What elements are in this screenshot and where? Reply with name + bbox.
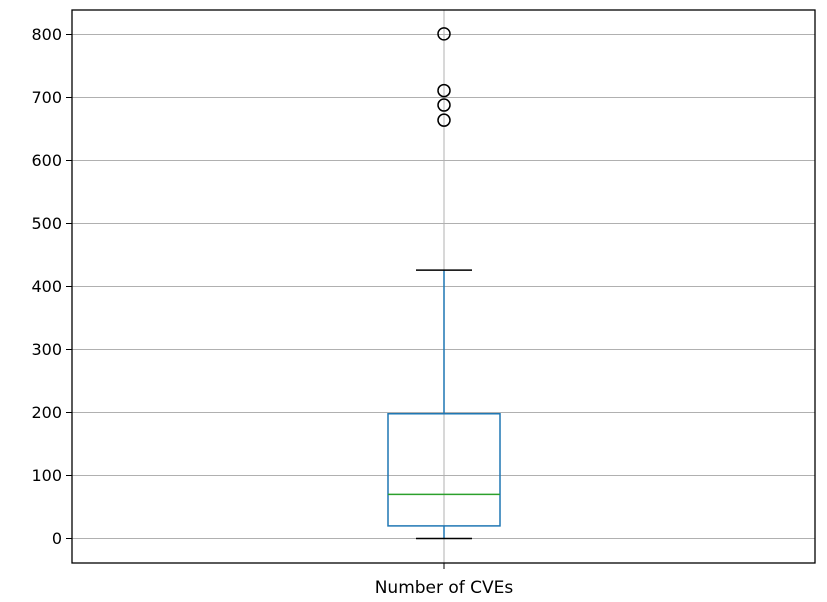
y-tick-label: 0 bbox=[52, 529, 62, 548]
y-tick-label: 300 bbox=[31, 340, 62, 359]
y-tick-label: 800 bbox=[31, 25, 62, 44]
outlier-point bbox=[437, 98, 451, 112]
outlier-point bbox=[437, 83, 451, 98]
box-plot-series bbox=[387, 27, 501, 540]
y-tick-label: 600 bbox=[31, 151, 62, 170]
x-axis-ticks: Number of CVEs bbox=[375, 563, 514, 598]
y-tick-label: 500 bbox=[31, 214, 62, 233]
outlier-point bbox=[437, 113, 451, 127]
x-tick-label: Number of CVEs bbox=[375, 578, 514, 598]
y-tick-label: 400 bbox=[31, 277, 62, 296]
outlier-point bbox=[437, 27, 451, 41]
y-tick-label: 100 bbox=[31, 466, 62, 485]
iqr-box bbox=[387, 413, 501, 527]
y-tick-label: 200 bbox=[31, 403, 62, 422]
y-axis-ticks: 0 100 200 300 400 500 600 700 800 bbox=[31, 25, 72, 548]
plot-area-frame bbox=[71, 9, 816, 564]
y-tick-label: 700 bbox=[31, 88, 62, 107]
